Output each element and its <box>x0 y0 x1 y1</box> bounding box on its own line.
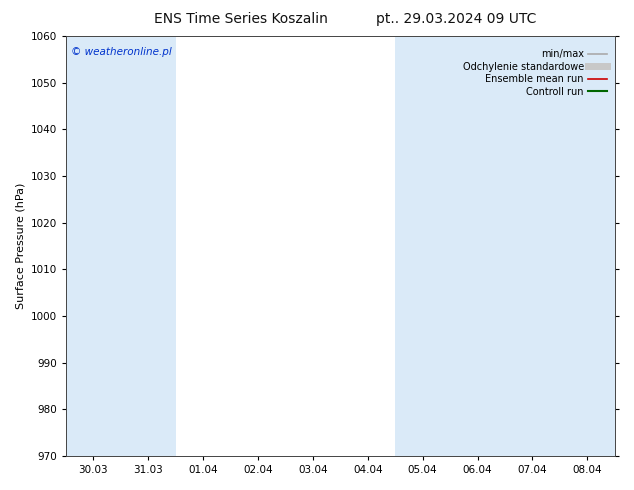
Text: ENS Time Series Koszalin: ENS Time Series Koszalin <box>154 12 328 26</box>
Bar <box>395 36 560 456</box>
Text: © weatheronline.pl: © weatheronline.pl <box>71 47 172 57</box>
Legend: min/max, Odchylenie standardowe, Ensemble mean run, Controll run: min/max, Odchylenie standardowe, Ensembl… <box>463 49 607 97</box>
Y-axis label: Surface Pressure (hPa): Surface Pressure (hPa) <box>15 183 25 309</box>
Bar <box>66 36 176 456</box>
Bar <box>560 36 615 456</box>
Text: pt.. 29.03.2024 09 UTC: pt.. 29.03.2024 09 UTC <box>377 12 536 26</box>
